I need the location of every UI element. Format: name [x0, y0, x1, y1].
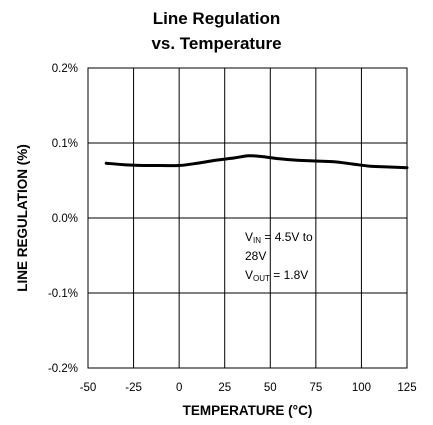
series-layer — [104, 154, 409, 170]
annotation-vin-range-end: 28V — [245, 249, 267, 263]
annotation-vin-main: V — [245, 230, 254, 244]
y-tick-label: 0.2% — [52, 63, 78, 75]
annotation-vin-sub: IN — [253, 236, 262, 245]
grid — [88, 68, 407, 368]
plot-frame — [87, 67, 408, 369]
annotation-vout-main: V — [245, 268, 254, 282]
x-tick-label: 125 — [397, 382, 416, 394]
y-tick-label: 0.0% — [52, 213, 78, 225]
series-line — [104, 154, 409, 170]
chart-subtitle: vs. Temperature — [151, 34, 282, 53]
x-tick-label: 25 — [218, 382, 231, 394]
y-tick-label: -0.1% — [48, 288, 78, 300]
annotation-vout-rest: = 1.8V — [269, 268, 309, 282]
x-tick-label: 75 — [309, 382, 322, 394]
x-axis-label: TEMPERATURE (°C) — [183, 403, 313, 418]
chart-title: Line Regulation — [152, 9, 281, 28]
y-axis-label: LINE REGULATION (%) — [15, 144, 30, 292]
x-tick-label: 100 — [352, 382, 371, 394]
x-tick-label: -25 — [125, 382, 142, 394]
x-axis-ticks: -50 -25 0 25 50 75 100 125 — [80, 382, 417, 394]
annotation-vin-rest: = 4.5V to — [261, 230, 313, 244]
y-axis-ticks: -0.2% -0.1% 0.0% 0.1% 0.2% — [48, 63, 78, 375]
y-tick-label: 0.1% — [52, 138, 78, 150]
x-tick-label: -50 — [80, 382, 97, 394]
y-tick-label: -0.2% — [48, 363, 78, 375]
annotation-vin: VIN = 4.5V to — [245, 229, 313, 249]
x-tick-label: 50 — [264, 382, 277, 394]
x-tick-label: 0 — [176, 382, 182, 394]
annotation-vout-sub: OUT — [253, 274, 270, 283]
annotation-vout: VOUT = 1.8V — [245, 267, 308, 287]
